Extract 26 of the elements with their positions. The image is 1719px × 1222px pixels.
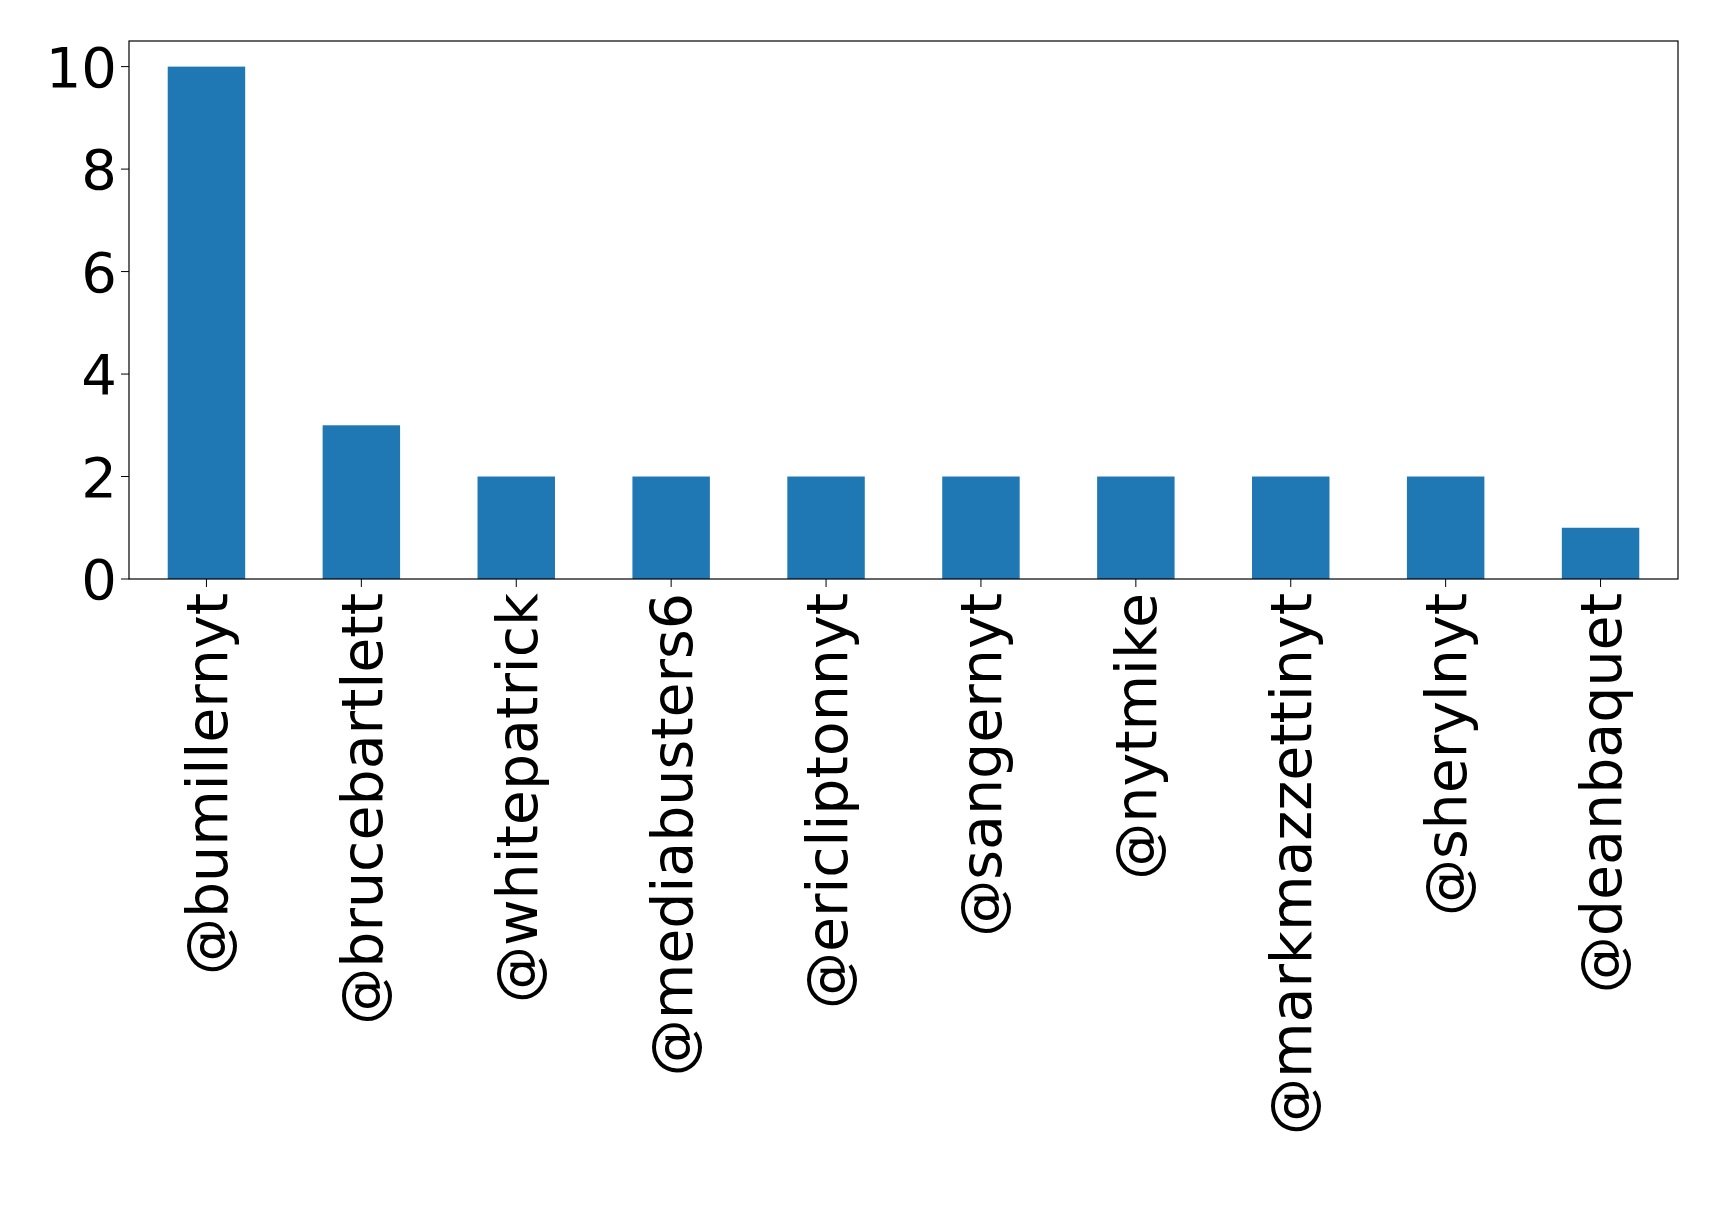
bar: [322, 425, 401, 579]
bar: [942, 476, 1020, 579]
x-tick-label: @sherylnyt: [1413, 593, 1480, 917]
y-tick-label: 8: [81, 137, 117, 203]
x-tick-label: @mediabusters6: [638, 593, 705, 1077]
bar: [477, 476, 555, 579]
bar: [632, 476, 710, 579]
x-tick-label: @ericliptonnyt: [793, 593, 860, 1010]
y-tick-label: 6: [81, 239, 117, 305]
y-tick-label: 4: [81, 342, 117, 408]
bar: [167, 66, 246, 579]
x-tick-label: @whitepatrick: [483, 593, 550, 1004]
x-tick-label: @deanbaquet: [1568, 593, 1635, 994]
bar: [1252, 476, 1330, 579]
x-tick-label: @brucebartlett: [328, 593, 395, 1025]
x-tick-label: @nytmike: [1103, 593, 1170, 880]
bar: [1561, 527, 1640, 579]
x-tick-label: @markmazzettinyt: [1258, 593, 1325, 1136]
y-tick-label: 10: [45, 34, 117, 100]
y-tick-label: 2: [81, 444, 117, 510]
bar: [1097, 476, 1175, 579]
bar: [1406, 476, 1485, 579]
y-tick-label: 0: [81, 547, 117, 613]
x-tick-label: @bumillernyt: [173, 593, 240, 976]
bar: [787, 476, 865, 579]
x-tick-label: @sangernyt: [948, 593, 1015, 937]
